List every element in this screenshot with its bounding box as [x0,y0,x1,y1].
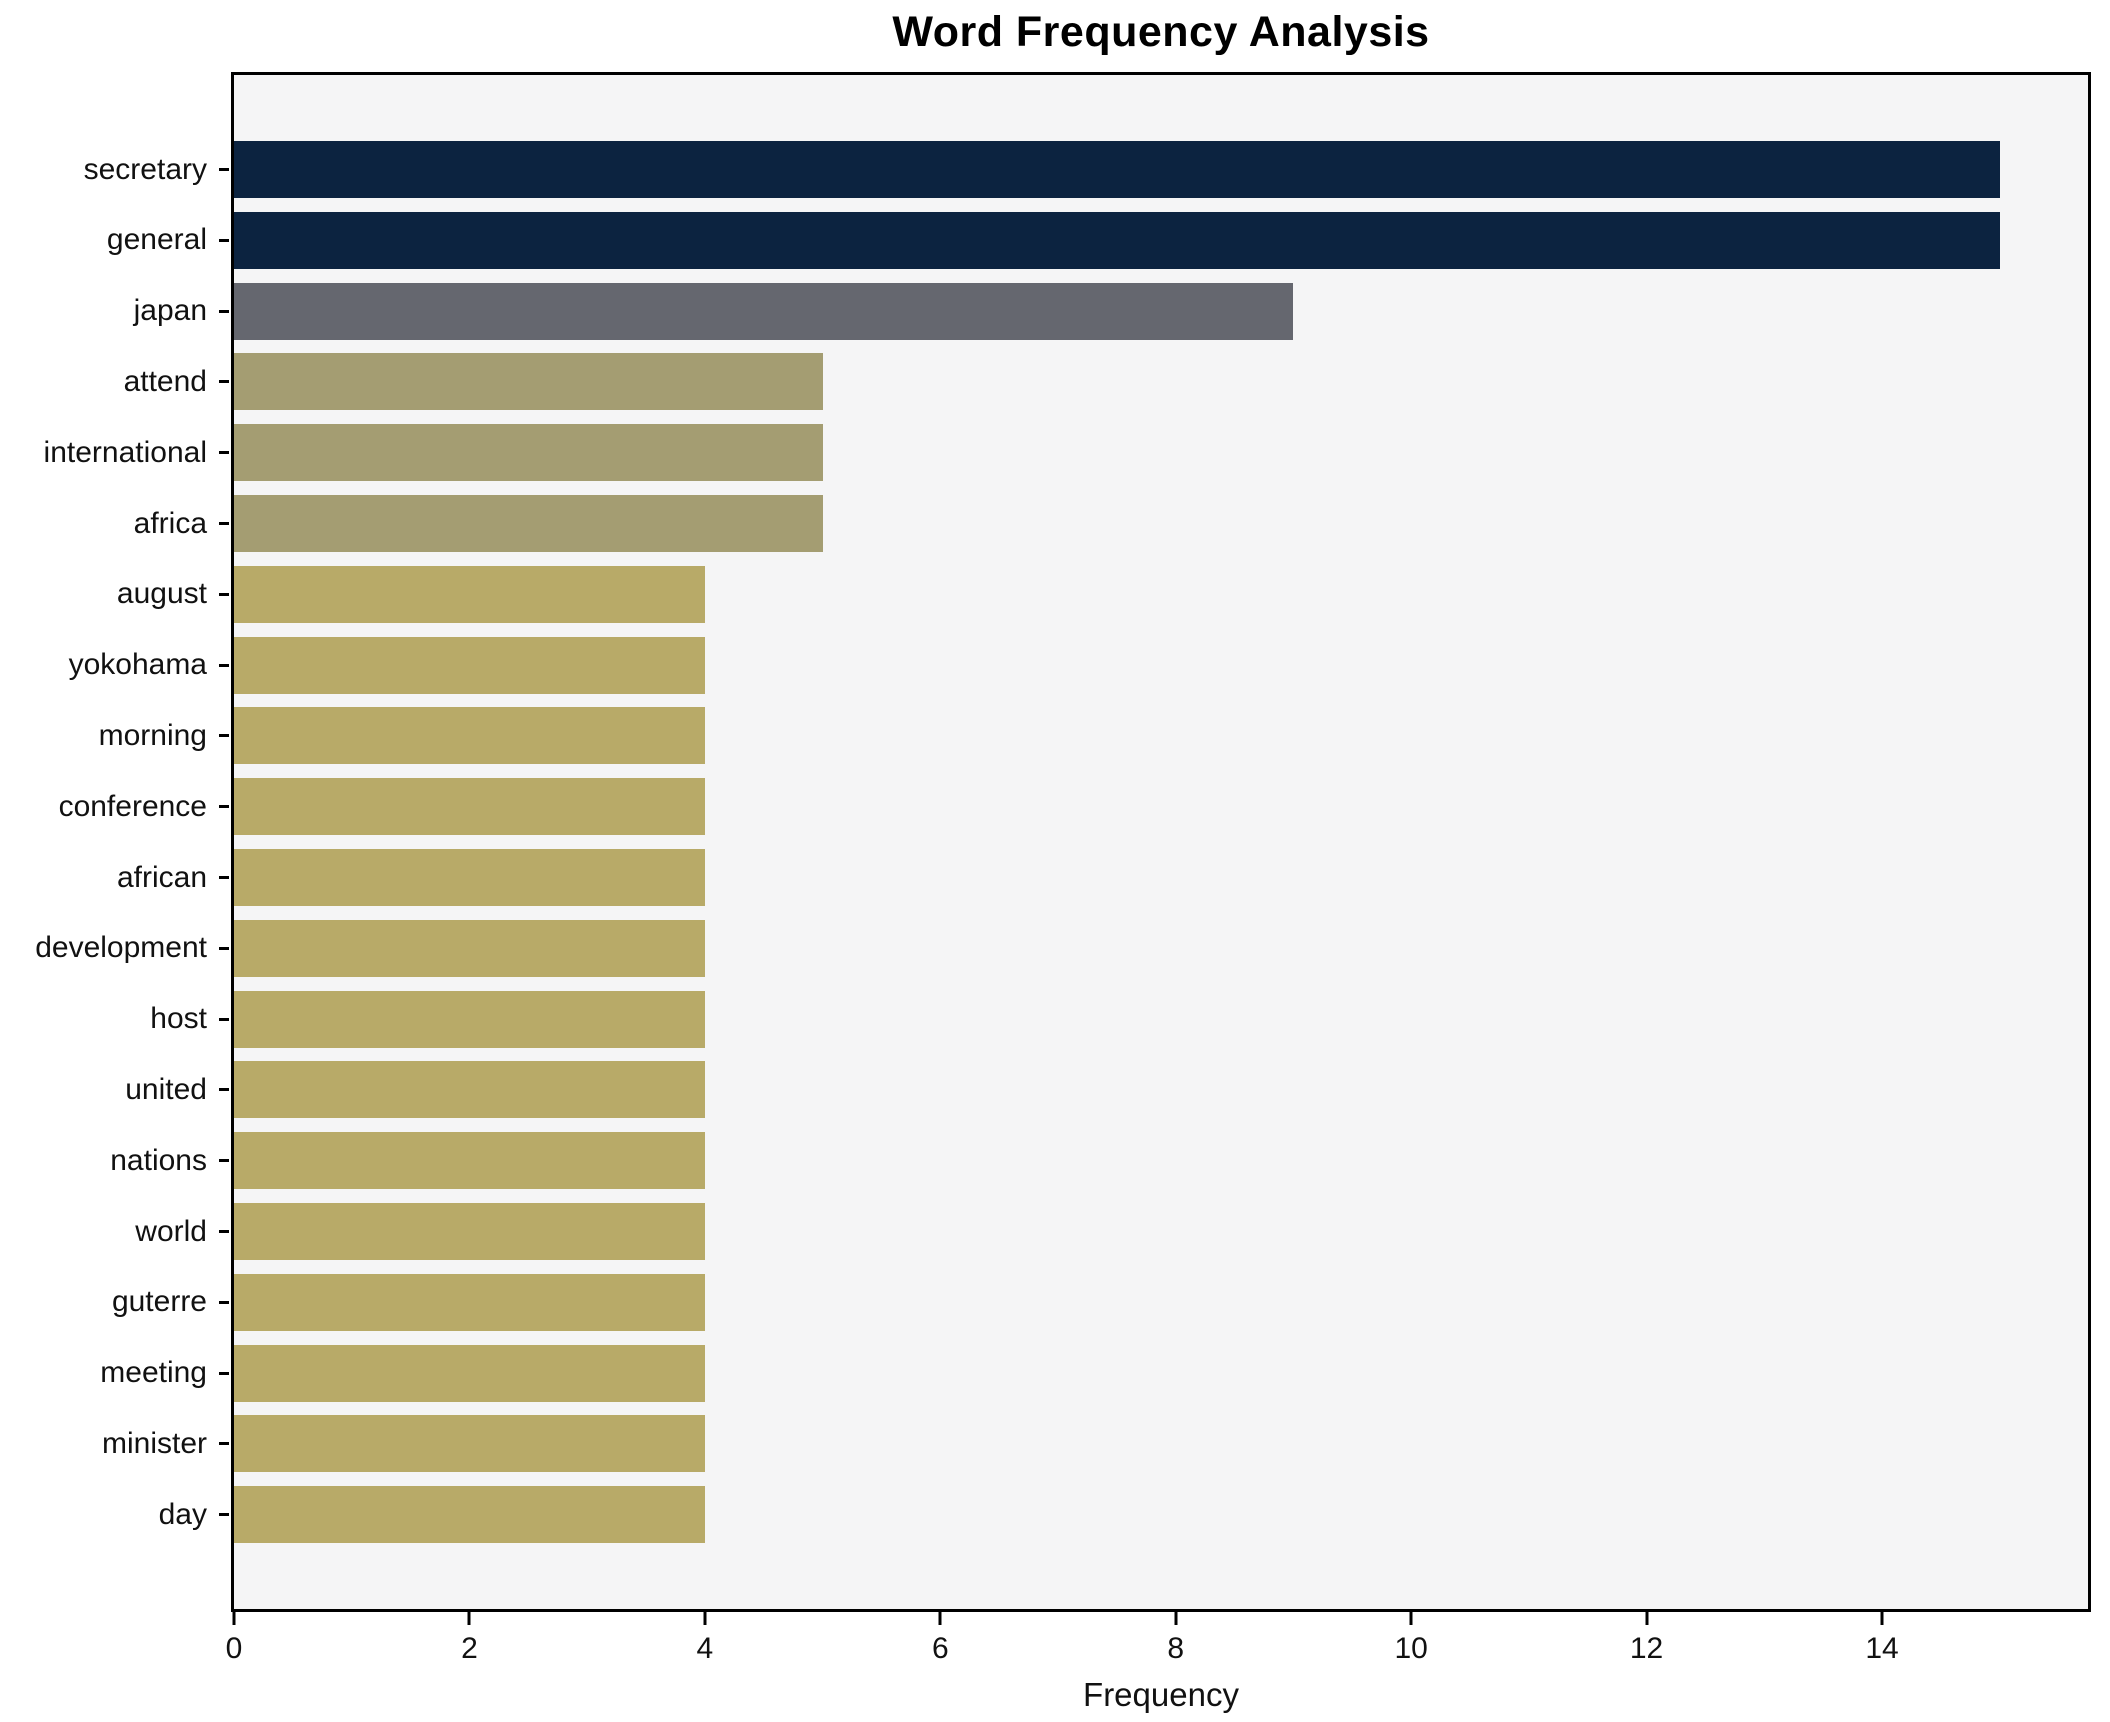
bar-conference [234,778,705,836]
y-tick-label-day: day [158,1497,207,1531]
bar-minister [234,1415,705,1473]
y-tick-world [219,1230,229,1233]
bar-african [234,849,705,906]
y-tick-label-africa: africa [133,506,207,540]
y-tick-guterre [219,1300,229,1304]
x-tick-label-10: 10 [1394,1632,1428,1665]
y-tick-label-world: world [135,1214,207,1248]
bar-nations [234,1132,705,1190]
y-tick-label-conference: conference [58,789,207,823]
y-tick-africa [219,522,229,525]
y-tick-label-development: development [35,931,207,965]
bar-international [234,424,823,482]
bar-africa [234,495,823,552]
y-tick-day [219,1513,229,1517]
y-tick-yokohama [219,663,229,667]
y-tick-label-japan: japan [133,294,207,328]
y-tick-minister [219,1442,229,1446]
x-tick-8 [1174,1612,1178,1625]
x-tick-6 [938,1612,942,1625]
bar-meeting [234,1344,705,1402]
y-tick-general [219,238,229,242]
y-tick-meeting [219,1371,229,1375]
y-tick-label-yokohama: yokohama [68,648,207,682]
y-tick-attend [219,380,229,384]
x-tick-label-12: 12 [1629,1632,1664,1665]
y-tick-label-attend: attend [123,364,207,398]
y-tick-label-nations: nations [110,1143,207,1177]
bar-yokohama [234,636,705,694]
plot-area [231,72,2091,1612]
bar-japan [234,282,1294,340]
y-tick-label-general: general [106,223,207,257]
y-tick-african [219,876,229,879]
y-tick-label-african: african [116,860,207,894]
y-tick-label-international: international [43,435,207,469]
bar-host [234,990,705,1048]
y-tick-international [219,451,229,455]
bar-world [234,1203,705,1260]
y-tick-label-meeting: meeting [100,1356,207,1390]
x-tick-4 [703,1612,707,1625]
x-tick-0 [232,1612,236,1625]
y-tick-label-minister: minister [101,1426,207,1460]
y-tick-morning [219,734,229,738]
y-tick-host [219,1017,229,1021]
y-tick-nations [219,1159,229,1163]
x-tick-label-2: 2 [461,1632,478,1665]
bar-general [234,211,2000,269]
chart-title: Word Frequency Analysis [892,8,1430,56]
y-tick-japan [219,309,229,313]
y-tick-august [219,592,229,596]
y-tick-label-august: august [116,577,207,611]
x-tick-12 [1645,1612,1649,1625]
y-tick-label-united: united [125,1072,207,1106]
bar-attend [234,353,823,411]
x-tick-label-14: 14 [1865,1632,1899,1665]
bar-morning [234,707,705,765]
y-tick-secretary [219,168,229,171]
x-tick-label-4: 4 [696,1632,714,1665]
y-tick-label-secretary: secretary [83,152,207,186]
x-axis-label: Frequency [1083,1676,1239,1713]
bar-united [234,1061,705,1119]
x-tick-2 [467,1612,471,1625]
y-tick-label-host: host [150,1002,207,1036]
bar-day [234,1486,705,1544]
x-tick-14 [1880,1612,1884,1625]
bar-development [234,919,705,977]
bar-guterre [234,1273,705,1331]
y-tick-label-guterre: guterre [111,1285,207,1319]
x-tick-label-8: 8 [1167,1632,1185,1665]
bar-august [234,565,705,623]
y-tick-label-morning: morning [98,718,207,752]
y-tick-united [219,1088,229,1092]
y-tick-development [219,946,229,950]
x-tick-label-6: 6 [931,1632,949,1665]
x-tick-10 [1409,1612,1413,1625]
bar-secretary [234,141,2000,198]
y-tick-conference [219,805,229,809]
x-tick-label-0: 0 [225,1632,243,1665]
